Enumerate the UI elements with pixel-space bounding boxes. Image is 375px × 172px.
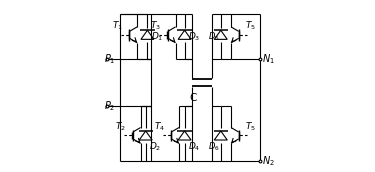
Text: $T_5$: $T_5$ <box>245 20 256 32</box>
Text: $D_2$: $D_2$ <box>149 141 161 153</box>
Text: $N_1$: $N_1$ <box>262 52 274 66</box>
Text: $T_1$: $T_1$ <box>112 20 123 32</box>
Text: $D_3$: $D_3$ <box>188 30 200 43</box>
Text: $P_2$: $P_2$ <box>104 100 116 113</box>
Text: $T_{3}$: $T_{3}$ <box>150 20 161 32</box>
Text: $D_5$: $D_5$ <box>208 30 220 43</box>
Text: $N_2$: $N_2$ <box>262 154 274 168</box>
Text: $D_4$: $D_4$ <box>188 141 200 153</box>
Text: $T_2$: $T_2$ <box>115 120 126 133</box>
Text: $T_5$: $T_5$ <box>245 120 256 133</box>
Text: $T_4$: $T_4$ <box>153 120 165 133</box>
Text: $P_1$: $P_1$ <box>104 52 116 66</box>
Text: $D_1$: $D_1$ <box>151 30 164 43</box>
Text: $D_6$: $D_6$ <box>208 141 220 153</box>
Text: C: C <box>190 93 197 103</box>
